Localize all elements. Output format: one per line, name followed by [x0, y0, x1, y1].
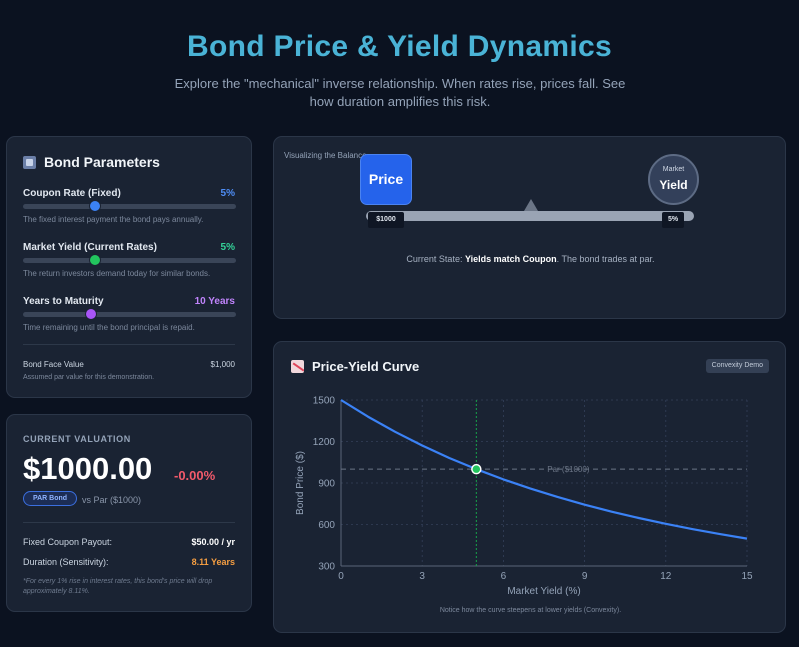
years-to-maturity-slider[interactable]: [23, 308, 236, 320]
bond-parameters-card: Bond Parameters Coupon Rate (Fixed) 5% T…: [6, 136, 252, 398]
years-to-maturity-slider-thumb[interactable]: [85, 308, 98, 320]
curve-note: Notice how the curve steepens at lower y…: [439, 607, 622, 614]
beam-left-value: $1000: [368, 212, 404, 228]
fulcrum-triangle: [524, 199, 538, 211]
price-block: Price: [360, 154, 412, 205]
curve-title: Price-Yield Curve: [312, 359, 420, 374]
y-tick-label: 1200: [313, 437, 336, 448]
coupon-rate-slider[interactable]: [23, 200, 236, 212]
convexity-demo-badge[interactable]: Convexity Demo: [705, 359, 769, 373]
x-tick-label: 9: [582, 571, 588, 582]
yield-circle-label: Yield: [659, 178, 688, 192]
market-yield-value: 5%: [220, 242, 235, 253]
vs-par-text: vs Par ($1000): [82, 495, 142, 505]
current-point-marker: [471, 463, 482, 475]
y-tick-label: 900: [318, 479, 335, 490]
bond-price: $1000.00: [23, 451, 153, 486]
x-tick-label: 15: [741, 571, 753, 582]
state-prefix: Current State:: [406, 254, 463, 264]
x-axis-label: Market Yield (%): [507, 586, 580, 597]
balance-label: Visualizing the Balance: [284, 151, 367, 160]
duration-value: 8.11 Years: [191, 557, 235, 567]
face-value-amount: $1,000: [210, 360, 235, 369]
yield-circle-caption: Market: [662, 166, 685, 173]
valuation-heading: CURRENT VALUATION: [23, 434, 131, 444]
grid-icon: [23, 155, 36, 169]
bond-parameters-title: Bond Parameters: [44, 154, 160, 170]
x-tick-label: 12: [660, 571, 672, 582]
market-yield-label: Market Yield (Current Rates): [23, 242, 157, 253]
y-tick-label: 600: [318, 520, 335, 531]
divider: [23, 344, 235, 345]
coupon-rate-label: Coupon Rate (Fixed): [23, 188, 121, 199]
x-tick-label: 6: [501, 571, 507, 582]
market-yield-slider-thumb[interactable]: [89, 254, 102, 266]
page-subtitle: Explore the "mechanical" inverse relatio…: [174, 76, 626, 109]
x-tick-label: 3: [419, 571, 425, 582]
coupon-rate-slider-thumb[interactable]: [89, 200, 102, 212]
balance-beam: [366, 211, 694, 221]
current-valuation-card: CURRENT VALUATION $1000.00 -0.00% PAR Bo…: [6, 414, 252, 612]
duration-label: Duration (Sensitivity):: [23, 557, 109, 567]
market-yield-slider[interactable]: [23, 254, 236, 266]
years-to-maturity-description: Time remaining until the bond principal …: [23, 323, 195, 332]
beam-right-value: 5%: [662, 212, 684, 228]
price-change: -0.00%: [174, 468, 216, 483]
duration-note: *For every 1% rise in interest rates, th…: [23, 578, 213, 595]
market-yield-description: The return investors demand today for si…: [23, 269, 211, 278]
coupon-payout-label: Fixed Coupon Payout:: [23, 537, 113, 547]
face-value-description: Assumed par value for this demonstration…: [23, 374, 155, 381]
price-curve-line: [340, 399, 748, 540]
divider: [23, 522, 235, 523]
price-yield-chart: 300 600 900 1200 1500 0 3 6 9 12 15 Market Yield (%…: [295, 396, 753, 598]
yield-circle: Market Yield: [648, 154, 699, 205]
curve-heading: Price-Yield Curve: [291, 359, 419, 374]
status-badge: PAR Bond: [23, 491, 77, 506]
coupon-rate-description: The fixed interest payment the bond pays…: [23, 215, 204, 224]
par-reference-label: Par ($1000): [547, 465, 590, 474]
page-title: Bond Price & Yield Dynamics: [187, 30, 612, 63]
coupon-rate-value: 5%: [220, 188, 235, 199]
y-tick-label: 1500: [313, 396, 336, 407]
coupon-payout-value: $50.00 / yr: [191, 537, 235, 547]
price-yield-curve-card: Price-Yield Curve Convexity Demo 300 600 9…: [273, 341, 786, 633]
y-axis-label: Bond Price ($): [295, 451, 306, 515]
y-tick-label: 300: [318, 562, 335, 573]
x-tick-label: 0: [338, 571, 344, 582]
bond-parameters-heading: Bond Parameters: [23, 154, 160, 170]
balance-state: Current State: Yields match Coupon. The …: [274, 254, 787, 264]
years-to-maturity-value: 10 Years: [194, 296, 235, 307]
balance-visualization-card: Visualizing the Balance Price Market Yie…: [273, 136, 786, 319]
state-highlight: Yields match Coupon: [464, 254, 557, 264]
face-value-label: Bond Face Value: [23, 360, 84, 369]
years-to-maturity-label: Years to Maturity: [23, 296, 104, 307]
chart-down-icon: [291, 360, 304, 373]
state-suffix: . The bond trades at par.: [556, 254, 655, 264]
